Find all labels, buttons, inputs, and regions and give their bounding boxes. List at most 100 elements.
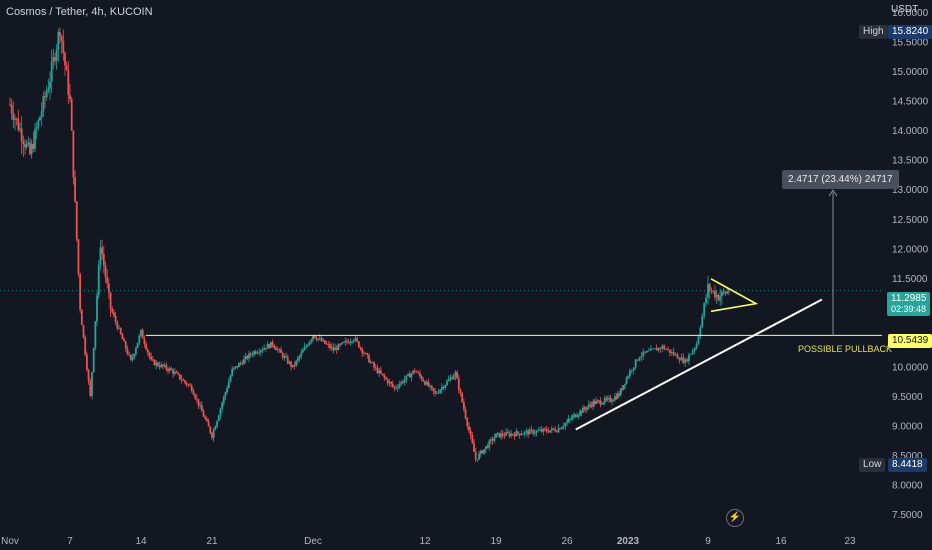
- measure-arrowhead: [828, 189, 838, 197]
- candle-body: [313, 335, 316, 338]
- candle-body: [571, 416, 574, 419]
- candle-body: [189, 384, 191, 386]
- candle-body: [659, 347, 662, 349]
- candle-body: [128, 354, 131, 355]
- candle-body: [67, 70, 70, 95]
- candle-body: [539, 429, 541, 431]
- trendline[interactable]: [575, 298, 823, 431]
- candle-body: [170, 368, 173, 370]
- currency-label: USDT: [891, 4, 919, 15]
- candle-body: [238, 363, 240, 368]
- candle-body: [49, 81, 51, 89]
- candle-body: [391, 383, 394, 387]
- candle-body: [669, 349, 671, 353]
- candle-body: [39, 117, 41, 121]
- last-price: 11.2985: [891, 293, 927, 304]
- candle-body: [615, 396, 618, 399]
- high-label: High: [859, 25, 888, 39]
- candle-body: [290, 361, 293, 367]
- candle-body: [393, 386, 396, 388]
- candle-body: [173, 372, 176, 374]
- candle-body: [123, 339, 125, 342]
- candle-body: [570, 418, 573, 420]
- candle-body: [246, 356, 249, 359]
- candle-body: [434, 391, 437, 394]
- candle-body: [150, 356, 153, 360]
- candle-body: [288, 361, 291, 364]
- candle-body: [618, 393, 621, 396]
- candle-body: [185, 382, 188, 385]
- candle-body: [308, 341, 311, 345]
- candle-body: [74, 177, 76, 202]
- candle-body: [271, 341, 274, 346]
- y-tick-label: 13.0000: [892, 185, 929, 196]
- x-tick-label: 26: [561, 536, 573, 547]
- symbol-title[interactable]: Cosmos / Tether, 4h, KUCOIN: [6, 6, 153, 18]
- candle-body: [699, 327, 702, 336]
- candle-body: [165, 365, 168, 370]
- candle-body: [410, 373, 413, 378]
- candle-body: [266, 344, 269, 349]
- y-tick-label: 15.0000: [892, 67, 929, 78]
- candle-body: [611, 401, 613, 402]
- candle-body: [427, 381, 430, 387]
- candle-body: [442, 387, 445, 389]
- candle-body: [359, 347, 362, 349]
- candle-body: [148, 352, 151, 357]
- candle-body: [672, 351, 675, 355]
- candle-body: [107, 283, 110, 293]
- candle-body: [636, 359, 639, 361]
- candle-body: [451, 377, 453, 380]
- candle-body: [544, 428, 546, 430]
- candle-body: [10, 104, 13, 113]
- candle-body: [232, 367, 235, 369]
- candle-body: [462, 402, 465, 410]
- triangle-pattern[interactable]: [710, 278, 759, 313]
- measure-label[interactable]: 2.4717 (23.44%) 24717: [782, 170, 899, 189]
- candle-body: [89, 380, 92, 396]
- candle-body: [381, 373, 384, 375]
- candle-body: [347, 342, 350, 344]
- candle-body: [37, 120, 40, 128]
- candle-body: [351, 341, 353, 343]
- candle-body: [209, 426, 212, 433]
- x-tick-label: 21: [206, 536, 218, 547]
- candle-body: [520, 434, 523, 436]
- candle-body: [383, 374, 386, 378]
- candle-body: [20, 128, 23, 142]
- candle-body: [32, 143, 35, 149]
- candle-body: [491, 439, 494, 441]
- candle-body: [346, 341, 348, 343]
- candle-body: [227, 381, 230, 388]
- candle-body: [87, 370, 90, 381]
- candle-body: [422, 379, 425, 382]
- candle-body: [629, 370, 631, 377]
- candle-body: [97, 264, 100, 296]
- candle-body: [202, 411, 205, 417]
- candle-body: [241, 363, 244, 365]
- candle-body: [96, 295, 98, 322]
- candle-body: [22, 141, 25, 145]
- candle-body: [582, 407, 584, 413]
- candle-body: [622, 385, 625, 390]
- candle-body: [323, 340, 326, 344]
- candle-body: [373, 362, 375, 368]
- candle-body: [583, 407, 586, 409]
- candle-body: [468, 425, 470, 431]
- candle-body: [157, 362, 159, 366]
- candle-body: [476, 459, 479, 461]
- candle-body: [285, 356, 287, 358]
- candle-body: [616, 393, 619, 399]
- candle-body: [561, 427, 563, 430]
- pullback-label[interactable]: POSSIBLE PULLBACK: [798, 344, 893, 354]
- candle-body: [190, 385, 193, 391]
- candle-body: [221, 403, 223, 409]
- candle-body: [14, 118, 16, 120]
- candle-body: [663, 345, 666, 350]
- candle-body: [374, 367, 377, 369]
- candle-body: [86, 354, 88, 371]
- lightning-icon[interactable]: ⚡: [726, 509, 744, 527]
- candle-body: [721, 291, 723, 297]
- candle-body: [678, 358, 681, 361]
